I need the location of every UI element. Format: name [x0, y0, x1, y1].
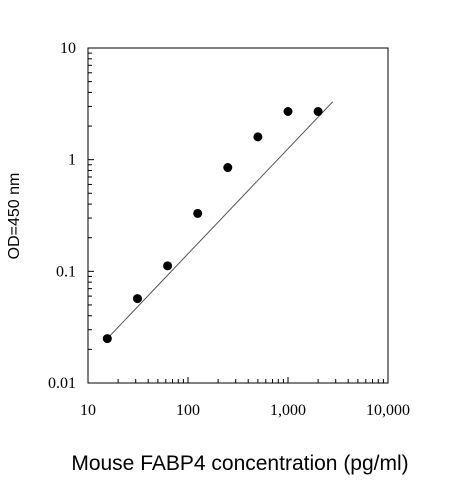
- x-tick-label: 1,000: [270, 402, 306, 419]
- data-point: [132, 294, 142, 304]
- y-tick-label: 10: [60, 40, 76, 57]
- x-axis-title: Mouse FABP4 concentration (pg/ml): [71, 452, 408, 475]
- fit-line: [106, 101, 334, 339]
- y-tick-label: 0.01: [48, 375, 76, 392]
- x-tick-label: 10: [80, 402, 96, 419]
- axis-ticks: [87, 52, 384, 384]
- data-points: [102, 106, 323, 344]
- data-point: [193, 208, 203, 218]
- plot-area-frame: [87, 47, 389, 384]
- y-axis-title: OD=450 nm: [6, 173, 23, 260]
- data-point: [253, 132, 263, 142]
- y-tick-label: 1: [68, 152, 76, 169]
- fit-line-layer: [106, 101, 334, 339]
- x-tick-label: 10,000: [366, 402, 410, 419]
- y-tick-label: 0.1: [56, 263, 76, 280]
- data-point: [163, 261, 173, 271]
- data-point: [102, 334, 112, 344]
- data-point: [313, 106, 323, 116]
- data-point: [283, 106, 293, 116]
- data-point: [223, 163, 233, 173]
- x-tick-label: 100: [176, 402, 200, 419]
